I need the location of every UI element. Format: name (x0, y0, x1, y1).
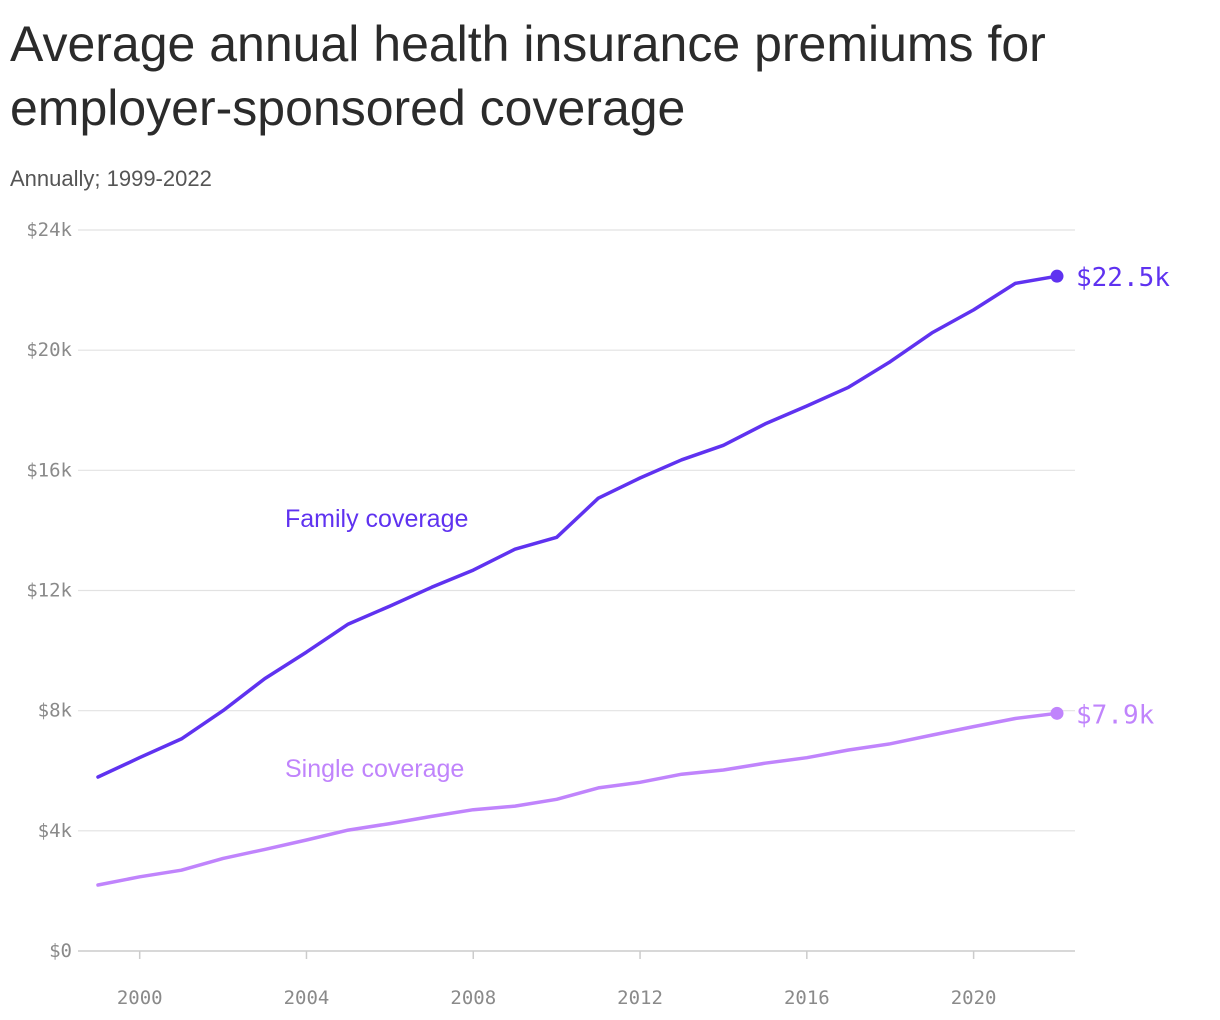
y-tick-label: $0 (49, 940, 72, 962)
x-axis: 2000 2004 2008 2012 2016 2020 (117, 951, 997, 1009)
chart-subtitle: Annually; 1999-2022 (10, 166, 212, 191)
y-tick-label: $20k (26, 339, 72, 361)
series-line-family (96, 274, 1059, 779)
series-end-point (1050, 269, 1064, 283)
x-tick-label: 2012 (617, 987, 663, 1009)
y-tick-label: $12k (26, 580, 72, 602)
series-line-single (96, 711, 1059, 887)
series-name-label: Single coverage (285, 755, 464, 783)
y-tick-label: $8k (38, 700, 73, 722)
y-axis: $0 $4k $8k $12k $16k $20k $24k (26, 219, 72, 962)
chart-title: Average annual health insurance premiums… (10, 16, 1046, 136)
series-lines (96, 269, 1064, 887)
series-name-label: Family coverage (285, 505, 468, 533)
series-end-value-label: $7.9k (1076, 700, 1155, 730)
series-end-point (1050, 706, 1064, 720)
series-labels: $22.5k Family coverage $7.9k Single coverag… (285, 263, 1170, 783)
y-tick-label: $16k (26, 459, 72, 481)
y-tick-label: $24k (26, 219, 72, 241)
x-tick-label: 2000 (117, 987, 163, 1009)
y-tick-label: $4k (38, 820, 73, 842)
series-end-value-label: $22.5k (1076, 263, 1170, 293)
x-tick-label: 2020 (951, 987, 997, 1009)
x-tick-label: 2008 (450, 987, 496, 1009)
x-tick-label: 2004 (284, 987, 330, 1009)
x-tick-label: 2016 (784, 987, 830, 1009)
